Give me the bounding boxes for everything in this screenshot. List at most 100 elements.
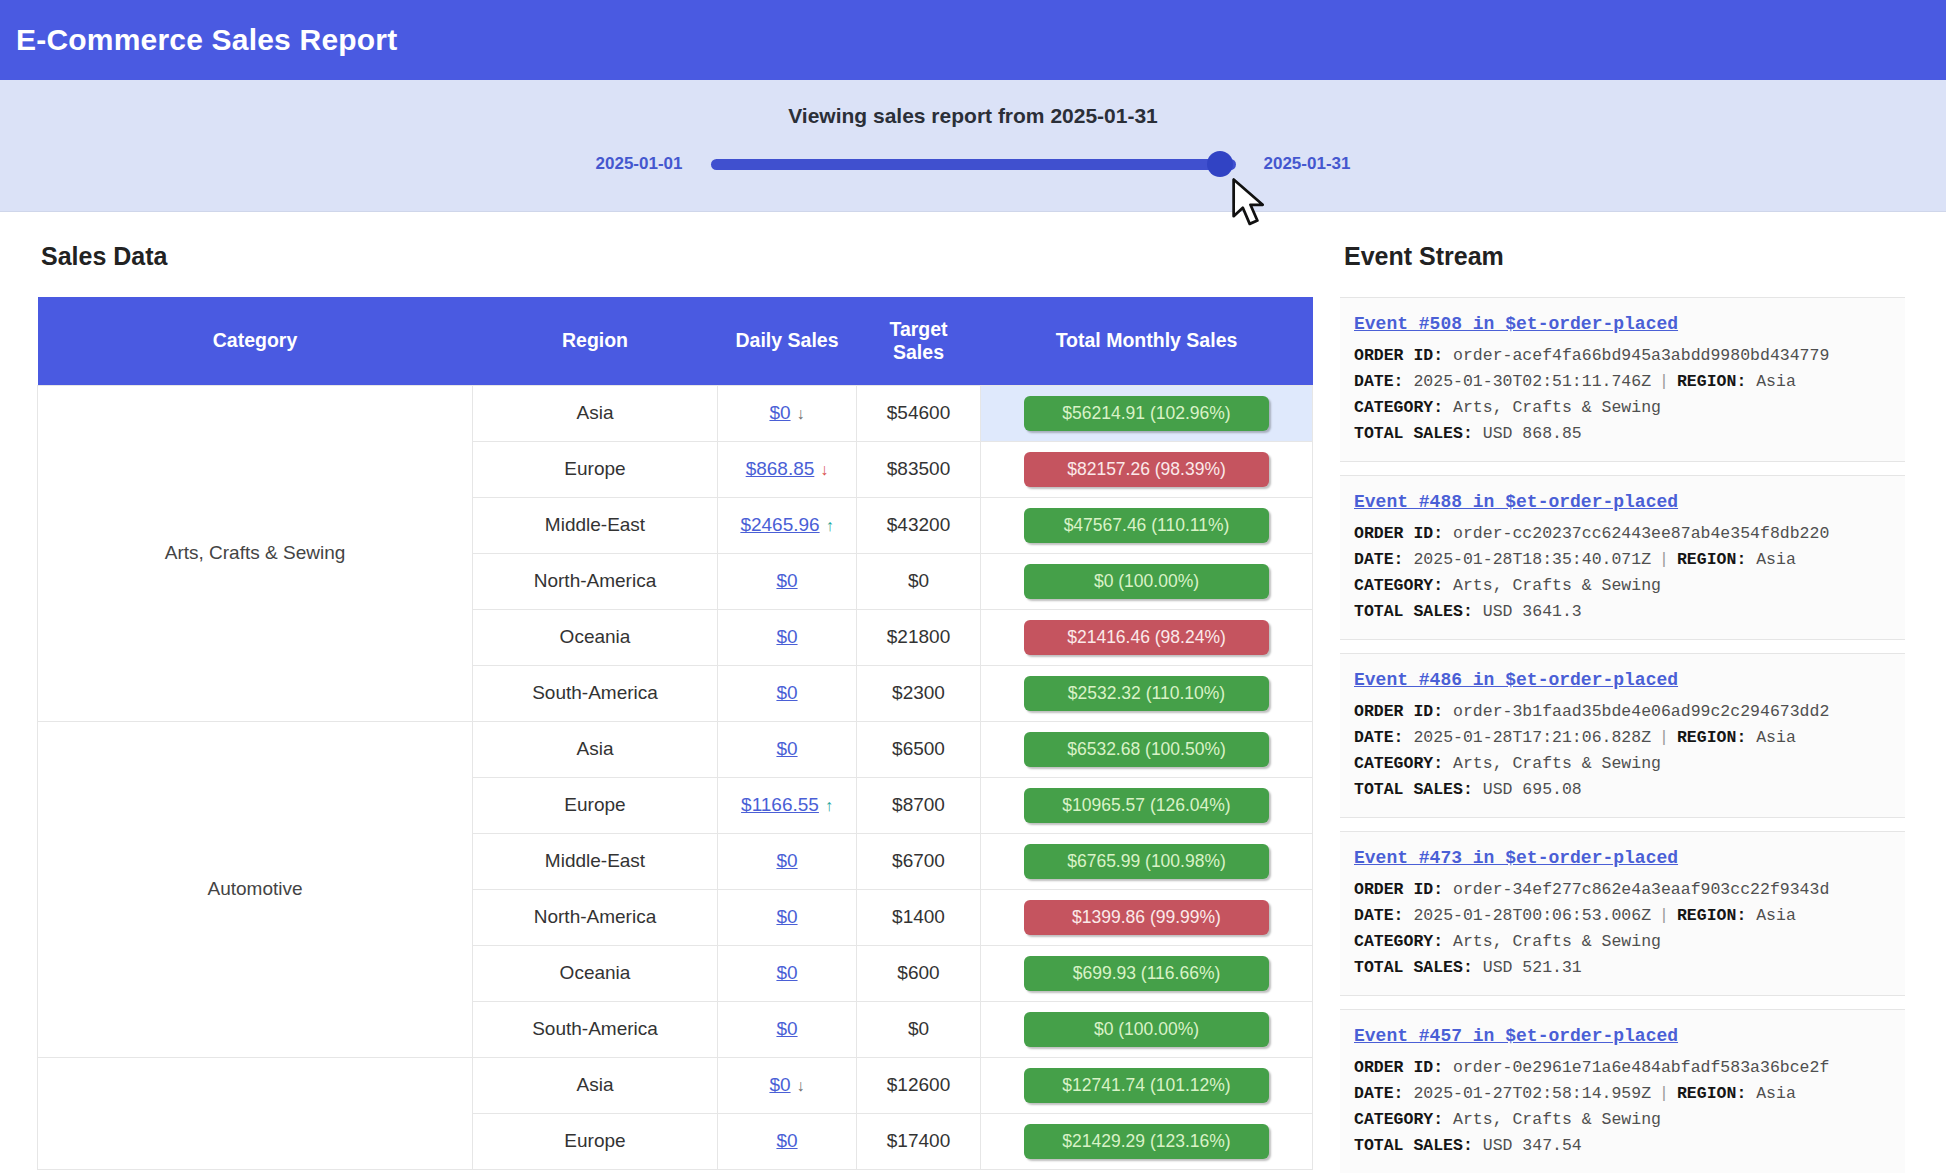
event-category: CATEGORY: Arts, Crafts & Sewing: [1354, 1107, 1891, 1133]
table-row: Asia $0↓ $12600 $12741.74 (101.12%): [38, 1057, 1313, 1113]
target-sales-cell: $6700: [857, 833, 981, 889]
event-date-region: DATE: 2025-01-28T17:21:06.828Z|REGION: A…: [1354, 725, 1891, 751]
slider-row: 2025-01-01 2025-01-31: [0, 154, 1946, 174]
event-card: Event #488 in $et-order-placed ORDER ID:…: [1340, 475, 1905, 640]
sales-data-heading: Sales Data: [41, 242, 1312, 271]
event-link[interactable]: Event #508 in $et-order-placed: [1354, 314, 1678, 334]
trend-down-icon: ↓: [797, 405, 805, 422]
event-link[interactable]: Event #486 in $et-order-placed: [1354, 670, 1678, 690]
target-sales-cell: $83500: [857, 441, 981, 497]
target-sales-cell: $21800: [857, 609, 981, 665]
event-order-id: ORDER ID: order-cc20237cc62443ee87ab4e35…: [1354, 521, 1891, 547]
daily-sales-cell: $0: [718, 1113, 857, 1169]
event-order-id: ORDER ID: order-34ef277c862e4a3eaaf903cc…: [1354, 877, 1891, 903]
table-header-row: Category Region Daily Sales Target Sales…: [38, 297, 1313, 385]
daily-sales-cell: $0: [718, 609, 857, 665]
total-sales-badge: $21429.29 (123.16%): [1024, 1124, 1269, 1159]
separator: |: [1659, 906, 1669, 925]
col-header-category: Category: [38, 297, 473, 385]
total-sales-cell: $10965.57 (126.04%): [981, 777, 1313, 833]
daily-sales-cell: $0: [718, 833, 857, 889]
trend-up-icon: ↑: [825, 797, 833, 814]
region-cell: Middle-East: [473, 497, 718, 553]
daily-sales-link[interactable]: $0: [769, 1074, 790, 1095]
date-slider-section: Viewing sales report from 2025-01-31 202…: [0, 80, 1946, 212]
event-order-id: ORDER ID: order-0e2961e71a6e484abfadf583…: [1354, 1055, 1891, 1081]
total-sales-badge: $47567.46 (110.11%): [1024, 508, 1269, 543]
daily-sales-link[interactable]: $0: [776, 906, 797, 927]
event-link[interactable]: Event #473 in $et-order-placed: [1354, 848, 1678, 868]
event-link[interactable]: Event #488 in $et-order-placed: [1354, 492, 1678, 512]
event-category: CATEGORY: Arts, Crafts & Sewing: [1354, 929, 1891, 955]
app-header: E-Commerce Sales Report: [0, 0, 1946, 80]
region-cell: Asia: [473, 721, 718, 777]
target-sales-cell: $0: [857, 1001, 981, 1057]
daily-sales-link[interactable]: $0: [776, 570, 797, 591]
daily-sales-cell: $0: [718, 721, 857, 777]
table-row: Arts, Crafts & Sewing Asia $0↓ $54600 $5…: [38, 385, 1313, 441]
col-header-daily-sales: Daily Sales: [718, 297, 857, 385]
daily-sales-cell: $0↓: [718, 1057, 857, 1113]
target-sales-cell: $43200: [857, 497, 981, 553]
region-cell: South-America: [473, 1001, 718, 1057]
region-cell: Europe: [473, 1113, 718, 1169]
daily-sales-link[interactable]: $1166.55: [741, 794, 819, 815]
total-sales-badge: $56214.91 (102.96%): [1024, 396, 1269, 431]
target-sales-cell: $6500: [857, 721, 981, 777]
trend-up-icon: ↑: [826, 517, 834, 534]
region-cell: Asia: [473, 1057, 718, 1113]
total-sales-cell: $0 (100.00%): [981, 1001, 1313, 1057]
daily-sales-cell: $868.85↓: [718, 441, 857, 497]
event-category: CATEGORY: Arts, Crafts & Sewing: [1354, 395, 1891, 421]
slider-thumb[interactable]: [1207, 151, 1233, 177]
total-sales-badge: $0 (100.00%): [1024, 564, 1269, 599]
daily-sales-link[interactable]: $0: [776, 962, 797, 983]
category-cell: Automotive: [38, 721, 473, 1057]
daily-sales-link[interactable]: $0: [776, 1130, 797, 1151]
target-sales-cell: $2300: [857, 665, 981, 721]
daily-sales-cell: $0: [718, 889, 857, 945]
event-stream-panel: Event Stream Event #508 in $et-order-pla…: [1340, 242, 1905, 1173]
col-header-total-monthly-sales: Total Monthly Sales: [981, 297, 1313, 385]
region-cell: Europe: [473, 441, 718, 497]
event-order-id: ORDER ID: order-acef4fa66bd945a3abdd9980…: [1354, 343, 1891, 369]
event-link[interactable]: Event #457 in $et-order-placed: [1354, 1026, 1678, 1046]
event-stream-heading: Event Stream: [1344, 242, 1905, 271]
total-sales-badge: $1399.86 (99.99%): [1024, 900, 1269, 935]
sales-table: Category Region Daily Sales Target Sales…: [37, 297, 1313, 1170]
region-cell: North-America: [473, 553, 718, 609]
region-cell: Asia: [473, 385, 718, 441]
daily-sales-cell: $0: [718, 945, 857, 1001]
daily-sales-cell: $2465.96 ↑: [718, 497, 857, 553]
daily-sales-cell: $0: [718, 553, 857, 609]
target-sales-cell: $1400: [857, 889, 981, 945]
daily-sales-link[interactable]: $0: [776, 738, 797, 759]
event-order-id: ORDER ID: order-3b1faad35bde4e06ad99c2c2…: [1354, 699, 1891, 725]
slider-max-label: 2025-01-31: [1264, 154, 1351, 174]
daily-sales-link[interactable]: $0: [776, 1018, 797, 1039]
total-sales-cell: $12741.74 (101.12%): [981, 1057, 1313, 1113]
event-category: CATEGORY: Arts, Crafts & Sewing: [1354, 751, 1891, 777]
category-cell: [38, 1057, 473, 1169]
total-sales-cell: $699.93 (116.66%): [981, 945, 1313, 1001]
daily-sales-link[interactable]: $0: [769, 402, 790, 423]
event-category: CATEGORY: Arts, Crafts & Sewing: [1354, 573, 1891, 599]
separator: |: [1659, 372, 1669, 391]
daily-sales-link[interactable]: $2465.96: [740, 514, 819, 535]
total-sales-cell: $2532.32 (110.10%): [981, 665, 1313, 721]
date-range-slider[interactable]: [711, 159, 1236, 170]
region-cell: Europe: [473, 777, 718, 833]
daily-sales-link[interactable]: $0: [776, 626, 797, 647]
total-sales-badge: $0 (100.00%): [1024, 1012, 1269, 1047]
daily-sales-cell: $0: [718, 665, 857, 721]
daily-sales-link[interactable]: $0: [776, 682, 797, 703]
region-cell: Oceania: [473, 945, 718, 1001]
daily-sales-link[interactable]: $868.85: [746, 458, 815, 479]
total-sales-cell: $0 (100.00%): [981, 553, 1313, 609]
daily-sales-link[interactable]: $0: [776, 850, 797, 871]
total-sales-cell: $1399.86 (99.99%): [981, 889, 1313, 945]
region-cell: North-America: [473, 889, 718, 945]
total-sales-cell: $21416.46 (98.24%): [981, 609, 1313, 665]
table-row: Automotive Asia $0 $6500 $6532.68 (100.5…: [38, 721, 1313, 777]
col-header-region: Region: [473, 297, 718, 385]
